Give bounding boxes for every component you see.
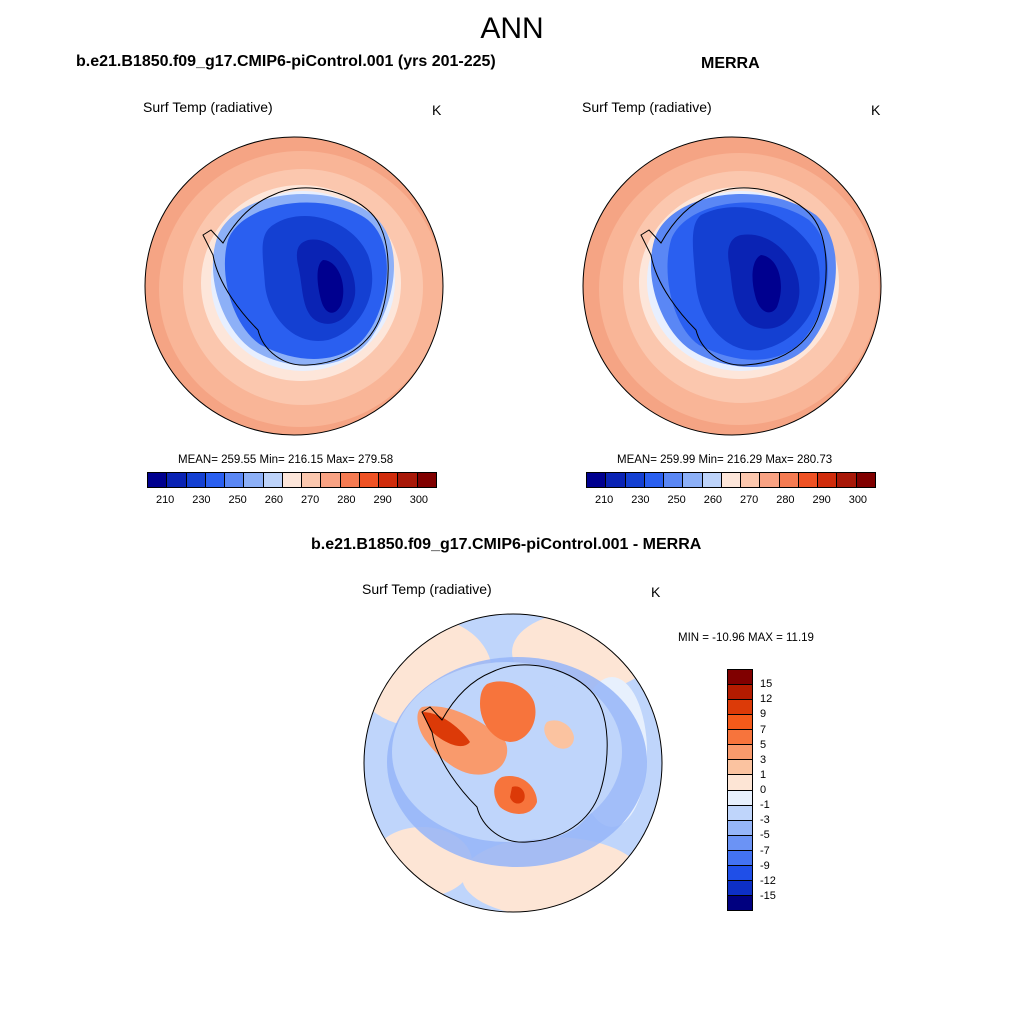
model-colorbar-ticks: 210 230 250 260 270 280 290 300	[147, 494, 437, 508]
colorbar-swatch	[728, 895, 752, 910]
colorbar-swatch	[728, 820, 752, 836]
colorbar-swatch	[587, 473, 607, 487]
colorbar-swatch	[779, 473, 799, 487]
colorbar-swatch	[728, 670, 752, 686]
colorbar-swatch	[225, 473, 245, 487]
diff-colorbar	[727, 669, 753, 911]
colorbar-tick-label: -3	[760, 814, 770, 827]
obs-units-label: K	[871, 102, 881, 118]
colorbar-swatch	[728, 880, 752, 896]
diff-variable-label: Surf Temp (radiative)	[362, 581, 492, 597]
colorbar-swatch	[728, 685, 752, 701]
colorbar-swatch	[417, 473, 436, 487]
obs-panel-title: MERRA	[701, 55, 760, 72]
colorbar-swatch	[760, 473, 780, 487]
diff-stats-text: MIN = -10.96 MAX = 11.19	[678, 632, 814, 644]
colorbar-swatch	[186, 473, 206, 487]
colorbar-swatch	[398, 473, 418, 487]
colorbar-tick-label: 270	[739, 494, 759, 506]
colorbar-tick-label: -15	[760, 889, 776, 902]
figure-title: ANN	[480, 12, 544, 45]
colorbar-swatch	[244, 473, 264, 487]
colorbar-tick-label: -5	[760, 829, 770, 842]
colorbar-swatch	[728, 775, 752, 791]
colorbar-swatch	[282, 473, 303, 487]
obs-stats-text: MEAN= 259.99 Min= 216.29 Max= 280.73	[617, 454, 833, 466]
colorbar-tick-label: 1	[760, 768, 767, 781]
colorbar-swatch	[340, 473, 360, 487]
colorbar-tick-label: 250	[667, 494, 686, 506]
colorbar-swatch	[625, 473, 645, 487]
colorbar-swatch	[728, 715, 752, 731]
colorbar-swatch	[644, 473, 665, 487]
colorbar-tick-label: 210	[594, 494, 614, 506]
colorbar-tick-label: 280	[337, 494, 356, 506]
model-units-label: K	[432, 102, 442, 118]
colorbar-tick-label: 290	[812, 494, 831, 506]
diff-colorbar-ticks: 15 12 9 7 5 3 1 0 -1 -3 -5 -7 -9 -12 -15	[760, 669, 800, 911]
colorbar-swatch	[321, 473, 341, 487]
colorbar-tick-label: 5	[760, 738, 767, 751]
colorbar-swatch	[664, 473, 684, 487]
colorbar-tick-label: 260	[264, 494, 284, 506]
colorbar-tick-label: 12	[760, 693, 773, 706]
colorbar-tick-label: 3	[760, 753, 767, 766]
colorbar-swatch	[856, 473, 875, 487]
colorbar-swatch	[728, 730, 752, 746]
colorbar-tick-label: -9	[760, 859, 770, 872]
colorbar-tick-label: 250	[228, 494, 247, 506]
obs-colorbar-ticks: 210 230 250 260 270 280 290 300	[586, 494, 876, 508]
colorbar-tick-label: -12	[760, 874, 776, 887]
obs-variable-label: Surf Temp (radiative)	[582, 99, 712, 115]
colorbar-swatch	[798, 473, 819, 487]
colorbar-swatch	[606, 473, 626, 487]
model-panel-title: b.e21.B1850.f09_g17.CMIP6-piControl.001 …	[76, 53, 496, 70]
colorbar-swatch	[837, 473, 857, 487]
colorbar-tick-label: 260	[703, 494, 723, 506]
colorbar-swatch	[148, 473, 168, 487]
colorbar-swatch	[728, 865, 752, 881]
colorbar-tick-label: 230	[192, 494, 211, 506]
model-colorbar	[147, 472, 437, 488]
colorbar-swatch	[721, 473, 742, 487]
obs-colorbar	[586, 472, 876, 488]
colorbar-tick-label: 7	[760, 723, 767, 736]
colorbar-swatch	[818, 473, 838, 487]
colorbar-tick-label: 280	[776, 494, 795, 506]
colorbar-swatch	[167, 473, 187, 487]
diff-polar-map	[362, 612, 664, 914]
colorbar-swatch	[205, 473, 226, 487]
colorbar-swatch	[728, 805, 752, 821]
colorbar-swatch	[728, 790, 752, 806]
colorbar-swatch	[702, 473, 722, 487]
colorbar-swatch	[728, 700, 752, 716]
colorbar-tick-label: 0	[760, 784, 767, 796]
colorbar-tick-label: -1	[760, 799, 770, 812]
colorbar-swatch	[728, 850, 752, 866]
colorbar-tick-label: 210	[155, 494, 175, 506]
model-polar-map	[143, 135, 445, 437]
colorbar-swatch	[302, 473, 322, 487]
colorbar-swatch	[728, 745, 752, 761]
colorbar-swatch	[263, 473, 283, 487]
colorbar-tick-label: 300	[409, 494, 429, 506]
colorbar-tick-label: 230	[631, 494, 650, 506]
colorbar-swatch	[728, 835, 752, 851]
diff-panel-title: b.e21.B1850.f09_g17.CMIP6-piControl.001 …	[311, 536, 702, 553]
colorbar-swatch	[379, 473, 399, 487]
colorbar-swatch	[359, 473, 380, 487]
colorbar-tick-label: 290	[373, 494, 392, 506]
model-variable-label: Surf Temp (radiative)	[143, 99, 273, 115]
colorbar-tick-label: 9	[760, 708, 767, 721]
colorbar-swatch	[741, 473, 761, 487]
obs-polar-map	[581, 135, 883, 437]
colorbar-swatch	[728, 760, 752, 776]
colorbar-tick-label: -7	[760, 844, 770, 857]
diff-units-label: K	[651, 584, 661, 600]
colorbar-swatch	[683, 473, 703, 487]
colorbar-tick-label: 300	[848, 494, 868, 506]
model-stats-text: MEAN= 259.55 Min= 216.15 Max= 279.58	[178, 454, 394, 466]
colorbar-tick-label: 270	[300, 494, 320, 506]
colorbar-tick-label: 15	[760, 678, 773, 691]
